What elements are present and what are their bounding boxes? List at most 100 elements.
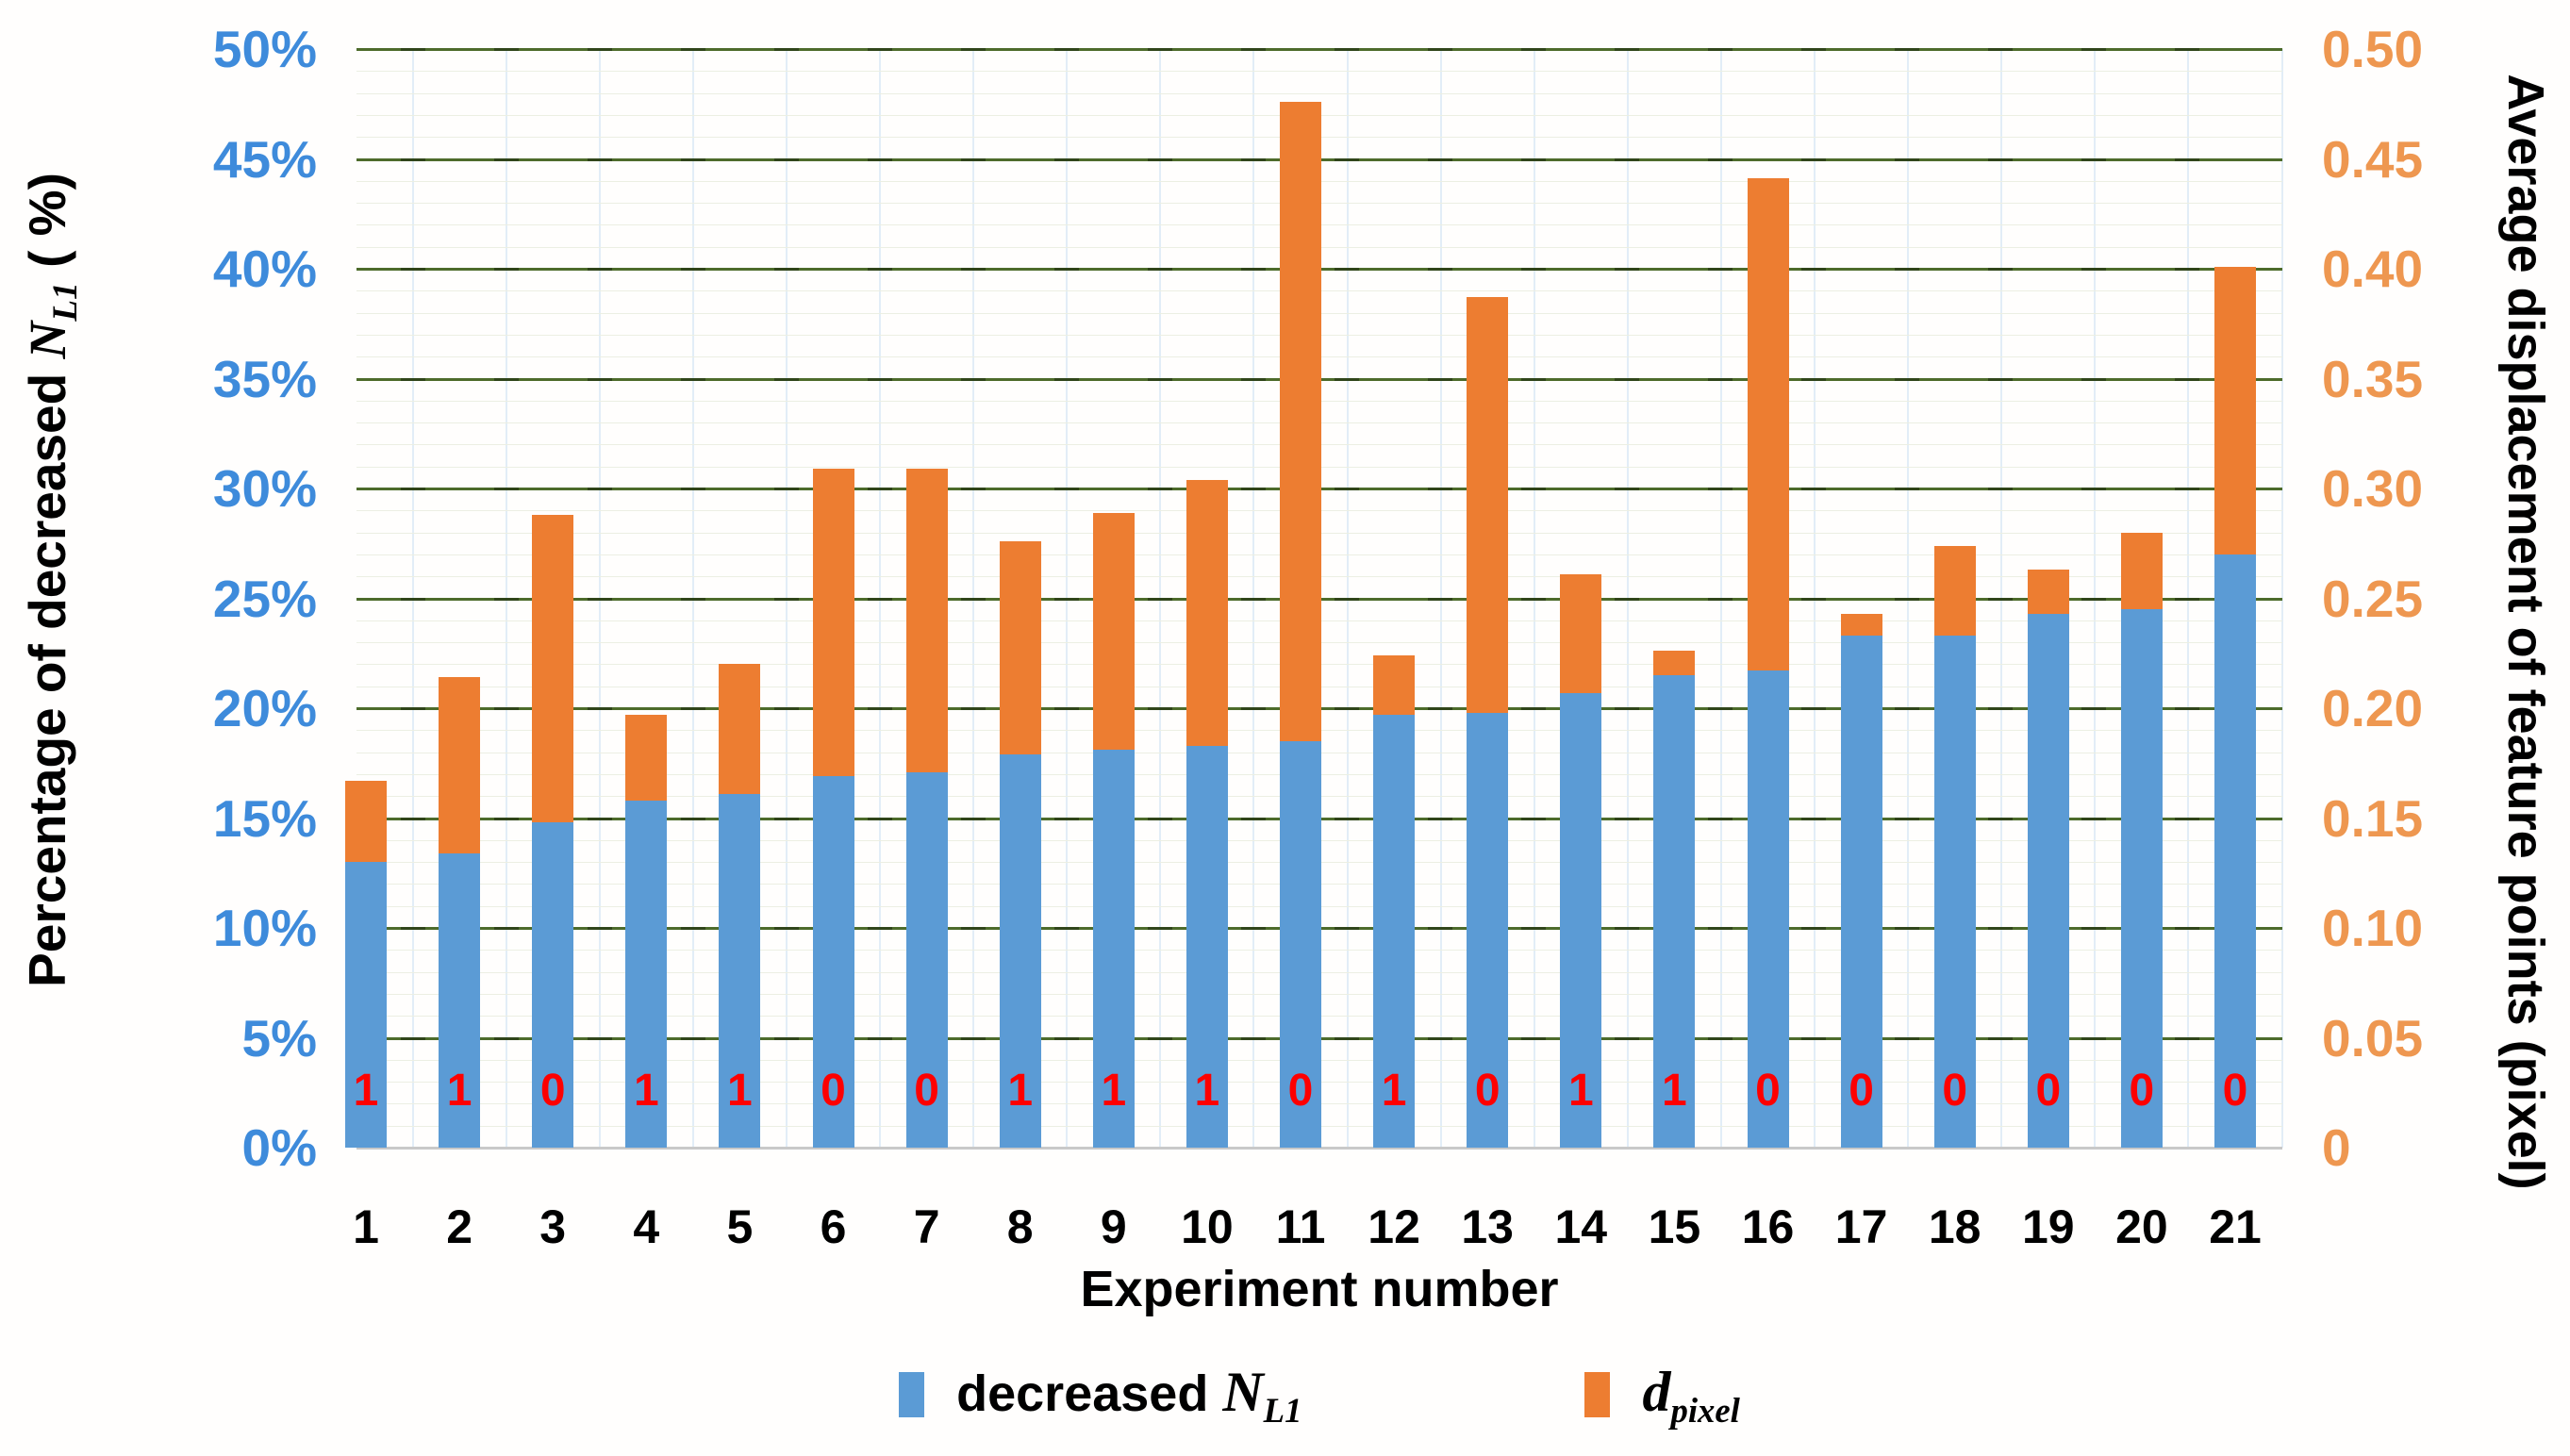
x-tick-label-9: 9: [1100, 1200, 1127, 1253]
bar-flag-exp21: 0: [2222, 1066, 2248, 1116]
bar-flag-exp12: 1: [1381, 1066, 1407, 1116]
minor-gridline: [356, 71, 2282, 73]
bar-dpixel-exp10: [1186, 479, 1228, 746]
right-tick-label-0.50: 0.50: [2322, 20, 2424, 78]
minor-gridline: [356, 92, 2282, 94]
bar-dpixel-exp4: [625, 715, 668, 801]
bar-dpixel-exp12: [1373, 655, 1416, 715]
x-tick-label-21: 21: [2209, 1200, 2262, 1253]
left-tick-label-45%: 45%: [212, 129, 317, 189]
bar-decreased-nl1-exp2: [439, 852, 481, 1148]
left-axis-title-symbol: N: [19, 321, 76, 359]
left-axis-title: Percentage of decreased NL1 ( %): [17, 0, 87, 1193]
right-tick-label-0.40: 0.40: [2322, 240, 2424, 298]
bar-flag-exp9: 1: [1101, 1066, 1127, 1116]
bar-dpixel-exp3: [532, 514, 574, 823]
bar-decreased-nl1-exp10: [1186, 745, 1228, 1148]
left-tick-label-25%: 25%: [212, 569, 317, 628]
left-tick-label-40%: 40%: [212, 240, 317, 298]
right-tick-label-0.20: 0.20: [2322, 679, 2424, 737]
bar-decreased-nl1-exp21: [2214, 554, 2256, 1148]
bar-dpixel-exp9: [1092, 512, 1135, 751]
x-tick-label-16: 16: [1741, 1200, 1795, 1253]
bar-flag-exp2: 1: [446, 1066, 473, 1116]
bar-dpixel-exp1: [345, 780, 387, 863]
x-tick-label-10: 10: [1181, 1200, 1234, 1253]
bar-decreased-nl1-exp8: [999, 753, 1041, 1148]
x-tick-label-11: 11: [1275, 1200, 1326, 1253]
major-gridline: [356, 48, 2282, 51]
right-tick-label-0.25: 0.25: [2322, 569, 2424, 628]
right-tick-label-0.45: 0.45: [2322, 129, 2424, 189]
bar-dpixel-exp19: [2027, 570, 2069, 614]
bar-flag-exp11: 0: [1287, 1066, 1314, 1116]
bar-flag-exp10: 1: [1194, 1066, 1220, 1116]
left-tick-label-35%: 35%: [212, 349, 317, 408]
bar-flag-exp15: 1: [1662, 1066, 1687, 1116]
bar-dpixel-exp13: [1467, 297, 1509, 713]
right-tick-label-0.35: 0.35: [2322, 349, 2424, 408]
bar-flag-exp4: 1: [633, 1066, 659, 1116]
x-tick-label-1: 1: [353, 1200, 379, 1253]
left-axis-title-suffix: ( %): [18, 173, 76, 283]
x-tick-label-19: 19: [2021, 1200, 2075, 1253]
bar-decreased-nl1-exp11: [1280, 740, 1321, 1148]
bar-decreased-nl1-exp6: [812, 776, 854, 1148]
bar-dpixel-exp5: [719, 664, 761, 794]
bar-dpixel-exp20: [2120, 532, 2163, 610]
bar-flag-exp19: 0: [2035, 1066, 2062, 1116]
x-tick-label-15: 15: [1648, 1200, 1701, 1253]
bar-decreased-nl1-exp16: [1747, 670, 1789, 1148]
legend-swatch-orange: [1584, 1371, 1611, 1417]
bar-decreased-nl1-exp14: [1560, 692, 1602, 1148]
bar-decreased-nl1-exp9: [1092, 750, 1135, 1148]
bar-flag-exp6: 0: [821, 1066, 846, 1116]
right-tick-label-0: 0: [2322, 1118, 2351, 1177]
legend-label-dpixel: dpixel: [1642, 1360, 1740, 1430]
bar-decreased-nl1-exp13: [1467, 712, 1509, 1148]
x-axis-title: Experiment number: [1080, 1261, 1559, 1317]
bar-flag-exp3: 0: [539, 1066, 566, 1116]
left-tick-label-30%: 30%: [212, 459, 317, 518]
x-axis-line: [356, 1147, 2282, 1150]
legend-swatch-blue: [899, 1371, 925, 1417]
plot-area: 1 1 0 1 1 0 0 1 1 1 0 1 0 1 1 0 0 0 0 0 0: [345, 48, 2283, 1150]
bar-decreased-nl1-exp18: [1933, 636, 1976, 1148]
bar-decreased-nl1-exp1: [345, 862, 387, 1148]
x-tick-label-20: 20: [2115, 1200, 2168, 1253]
legend-item-dpixel: dpixel: [1584, 1360, 1740, 1431]
right-tick-label-0.15: 0.15: [2322, 788, 2424, 848]
right-tick-label-0.10: 0.10: [2322, 899, 2424, 957]
bar-decreased-nl1-exp15: [1653, 675, 1696, 1148]
bar-flag-exp20: 0: [2129, 1066, 2155, 1116]
bar-flag-exp14: 1: [1567, 1066, 1594, 1116]
bar-dpixel-exp8: [999, 540, 1041, 754]
bar-flag-exp1: 1: [353, 1066, 379, 1116]
right-tick-label-0.30: 0.30: [2322, 459, 2424, 518]
bar-decreased-nl1-exp3: [532, 822, 574, 1148]
x-tick-label-17: 17: [1834, 1200, 1888, 1253]
bar-flag-exp8: 1: [1007, 1066, 1034, 1116]
x-tick-label-18: 18: [1928, 1200, 1981, 1253]
left-axis-title-subscript: L1: [46, 282, 85, 322]
bar-dpixel-exp15: [1653, 651, 1696, 676]
right-axis-title: Average displacement of feature points (…: [2485, 0, 2555, 1267]
right-tick-label-0.05: 0.05: [2322, 1008, 2424, 1067]
bar-dpixel-exp7: [905, 469, 948, 772]
legend-item-decreased-nl1: decreased NL1: [899, 1360, 1302, 1431]
legend: decreased NL1 dpixel: [356, 1343, 2282, 1447]
bar-decreased-nl1-exp17: [1840, 636, 1882, 1148]
bar-decreased-nl1-exp5: [719, 793, 761, 1148]
bar-dpixel-exp18: [1933, 545, 1976, 637]
bar-flag-exp5: 1: [727, 1066, 753, 1116]
left-tick-label-10%: 10%: [212, 899, 317, 957]
bar-dpixel-exp6: [812, 469, 854, 777]
x-tick-label-13: 13: [1461, 1200, 1514, 1253]
bar-dpixel-exp2: [439, 677, 481, 853]
left-tick-label-5%: 5%: [241, 1008, 318, 1067]
bar-flag-exp17: 0: [1849, 1066, 1874, 1116]
x-tick-label-14: 14: [1554, 1200, 1608, 1253]
bar-decreased-nl1-exp12: [1373, 715, 1416, 1148]
bar-decreased-nl1-exp7: [905, 771, 948, 1148]
x-tick-label-4: 4: [633, 1200, 660, 1253]
